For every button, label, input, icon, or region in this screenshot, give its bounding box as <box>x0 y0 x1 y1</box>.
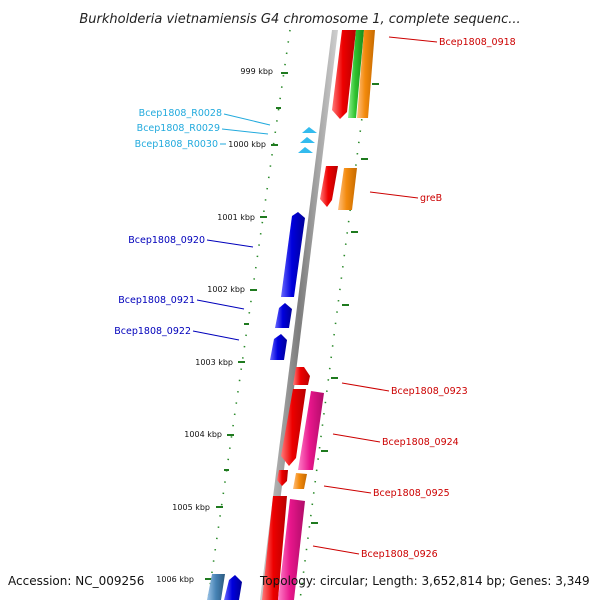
gene-feature <box>270 334 287 360</box>
gene-label-bcep1808-0920: Bcep1808_0920 <box>128 235 205 246</box>
rna-feature <box>300 137 315 143</box>
ruler-label: 1002 kbp <box>207 285 245 294</box>
gene-feature <box>320 166 338 207</box>
ruler-label: 1000 kbp <box>228 140 266 149</box>
gene-label-bcep1808-0925: Bcep1808_0925 <box>373 488 450 499</box>
gene-feature <box>278 499 305 600</box>
gene-feature <box>293 473 307 489</box>
gene-label-bcep1808-0922: Bcep1808_0922 <box>114 326 191 337</box>
ruler-label: 1005 kbp <box>172 503 210 512</box>
gene-feature <box>275 303 292 328</box>
gene-feature <box>338 168 357 210</box>
gene-feature <box>281 212 305 297</box>
gene-label-bcep1808-0924: Bcep1808_0924 <box>382 437 459 448</box>
ruler-label: 1003 kbp <box>195 358 233 367</box>
ruler-label: 1006 kbp <box>156 575 194 584</box>
outer-guide-track <box>299 39 373 600</box>
ruler-label: 1004 kbp <box>184 430 222 439</box>
gene-label-bcep1808-0926: Bcep1808_0926 <box>361 549 438 560</box>
gene-feature <box>332 30 356 119</box>
ruler-ticks <box>205 72 379 580</box>
ruler-labels: 999 kbp 1000 kbp 1001 kbp 1002 kbp 1003 … <box>156 67 273 584</box>
gene-feature <box>281 389 306 466</box>
gene-label-bcep1808-r0030: Bcep1808_R0030 <box>135 139 218 150</box>
gene-label-bcep1808-0921: Bcep1808_0921 <box>118 295 195 306</box>
gene-label-bcep1808-0918: Bcep1808_0918 <box>439 37 516 48</box>
gene-feature <box>293 367 310 385</box>
map-title: Burkholderia vietnamiensis G4 chromosome… <box>79 12 520 27</box>
gene-feature <box>262 496 287 600</box>
gene-labels-left[interactable]: Bcep1808_0920 Bcep1808_0921 Bcep1808_092… <box>114 108 222 337</box>
reverse-strand-genes[interactable] <box>207 127 317 600</box>
chromosome-backbone <box>260 30 338 600</box>
gene-feature <box>207 574 225 600</box>
accession-text: Accession: NC_009256 <box>8 574 145 588</box>
gene-labels-right[interactable]: Bcep1808_0918 greB Bcep1808_0923 Bcep180… <box>361 37 516 560</box>
label-leaders <box>192 36 438 555</box>
gene-label-bcep1808-r0029: Bcep1808_R0029 <box>137 123 220 134</box>
ruler-label: 1001 kbp <box>217 213 255 222</box>
gene-feature <box>277 470 288 486</box>
gene-feature <box>224 575 242 600</box>
gene-feature <box>357 30 375 118</box>
gene-label-bcep1808-r0028: Bcep1808_R0028 <box>139 108 222 119</box>
rna-feature <box>302 127 317 133</box>
gene-feature <box>348 30 364 118</box>
rna-feature <box>298 147 313 153</box>
gene-label-bcep1808-0923: Bcep1808_0923 <box>391 386 468 397</box>
inner-guide-track <box>207 29 291 600</box>
topology-text: Topology: circular; Length: 3,652,814 bp… <box>260 574 590 588</box>
forward-strand-genes[interactable] <box>262 30 375 600</box>
gene-label-greb: greB <box>420 193 442 204</box>
ruler-label: 999 kbp <box>240 67 273 76</box>
gene-feature <box>298 391 324 470</box>
